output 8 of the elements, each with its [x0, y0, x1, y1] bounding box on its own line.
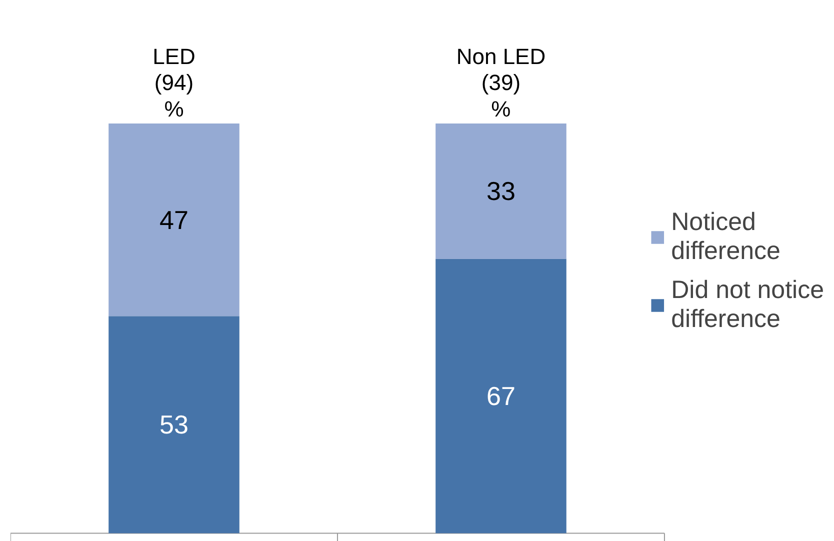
legend-label: Noticed difference: [671, 208, 780, 266]
legend-label: Did not notice difference: [671, 276, 824, 334]
x-tick-label: LED (94) %: [152, 44, 196, 122]
data-label: 67: [486, 381, 516, 412]
data-label: 47: [160, 204, 188, 235]
data-label: 33: [486, 176, 516, 206]
data-label: 53: [160, 410, 188, 440]
x-tick-label: Non LED (39) %: [456, 44, 546, 122]
